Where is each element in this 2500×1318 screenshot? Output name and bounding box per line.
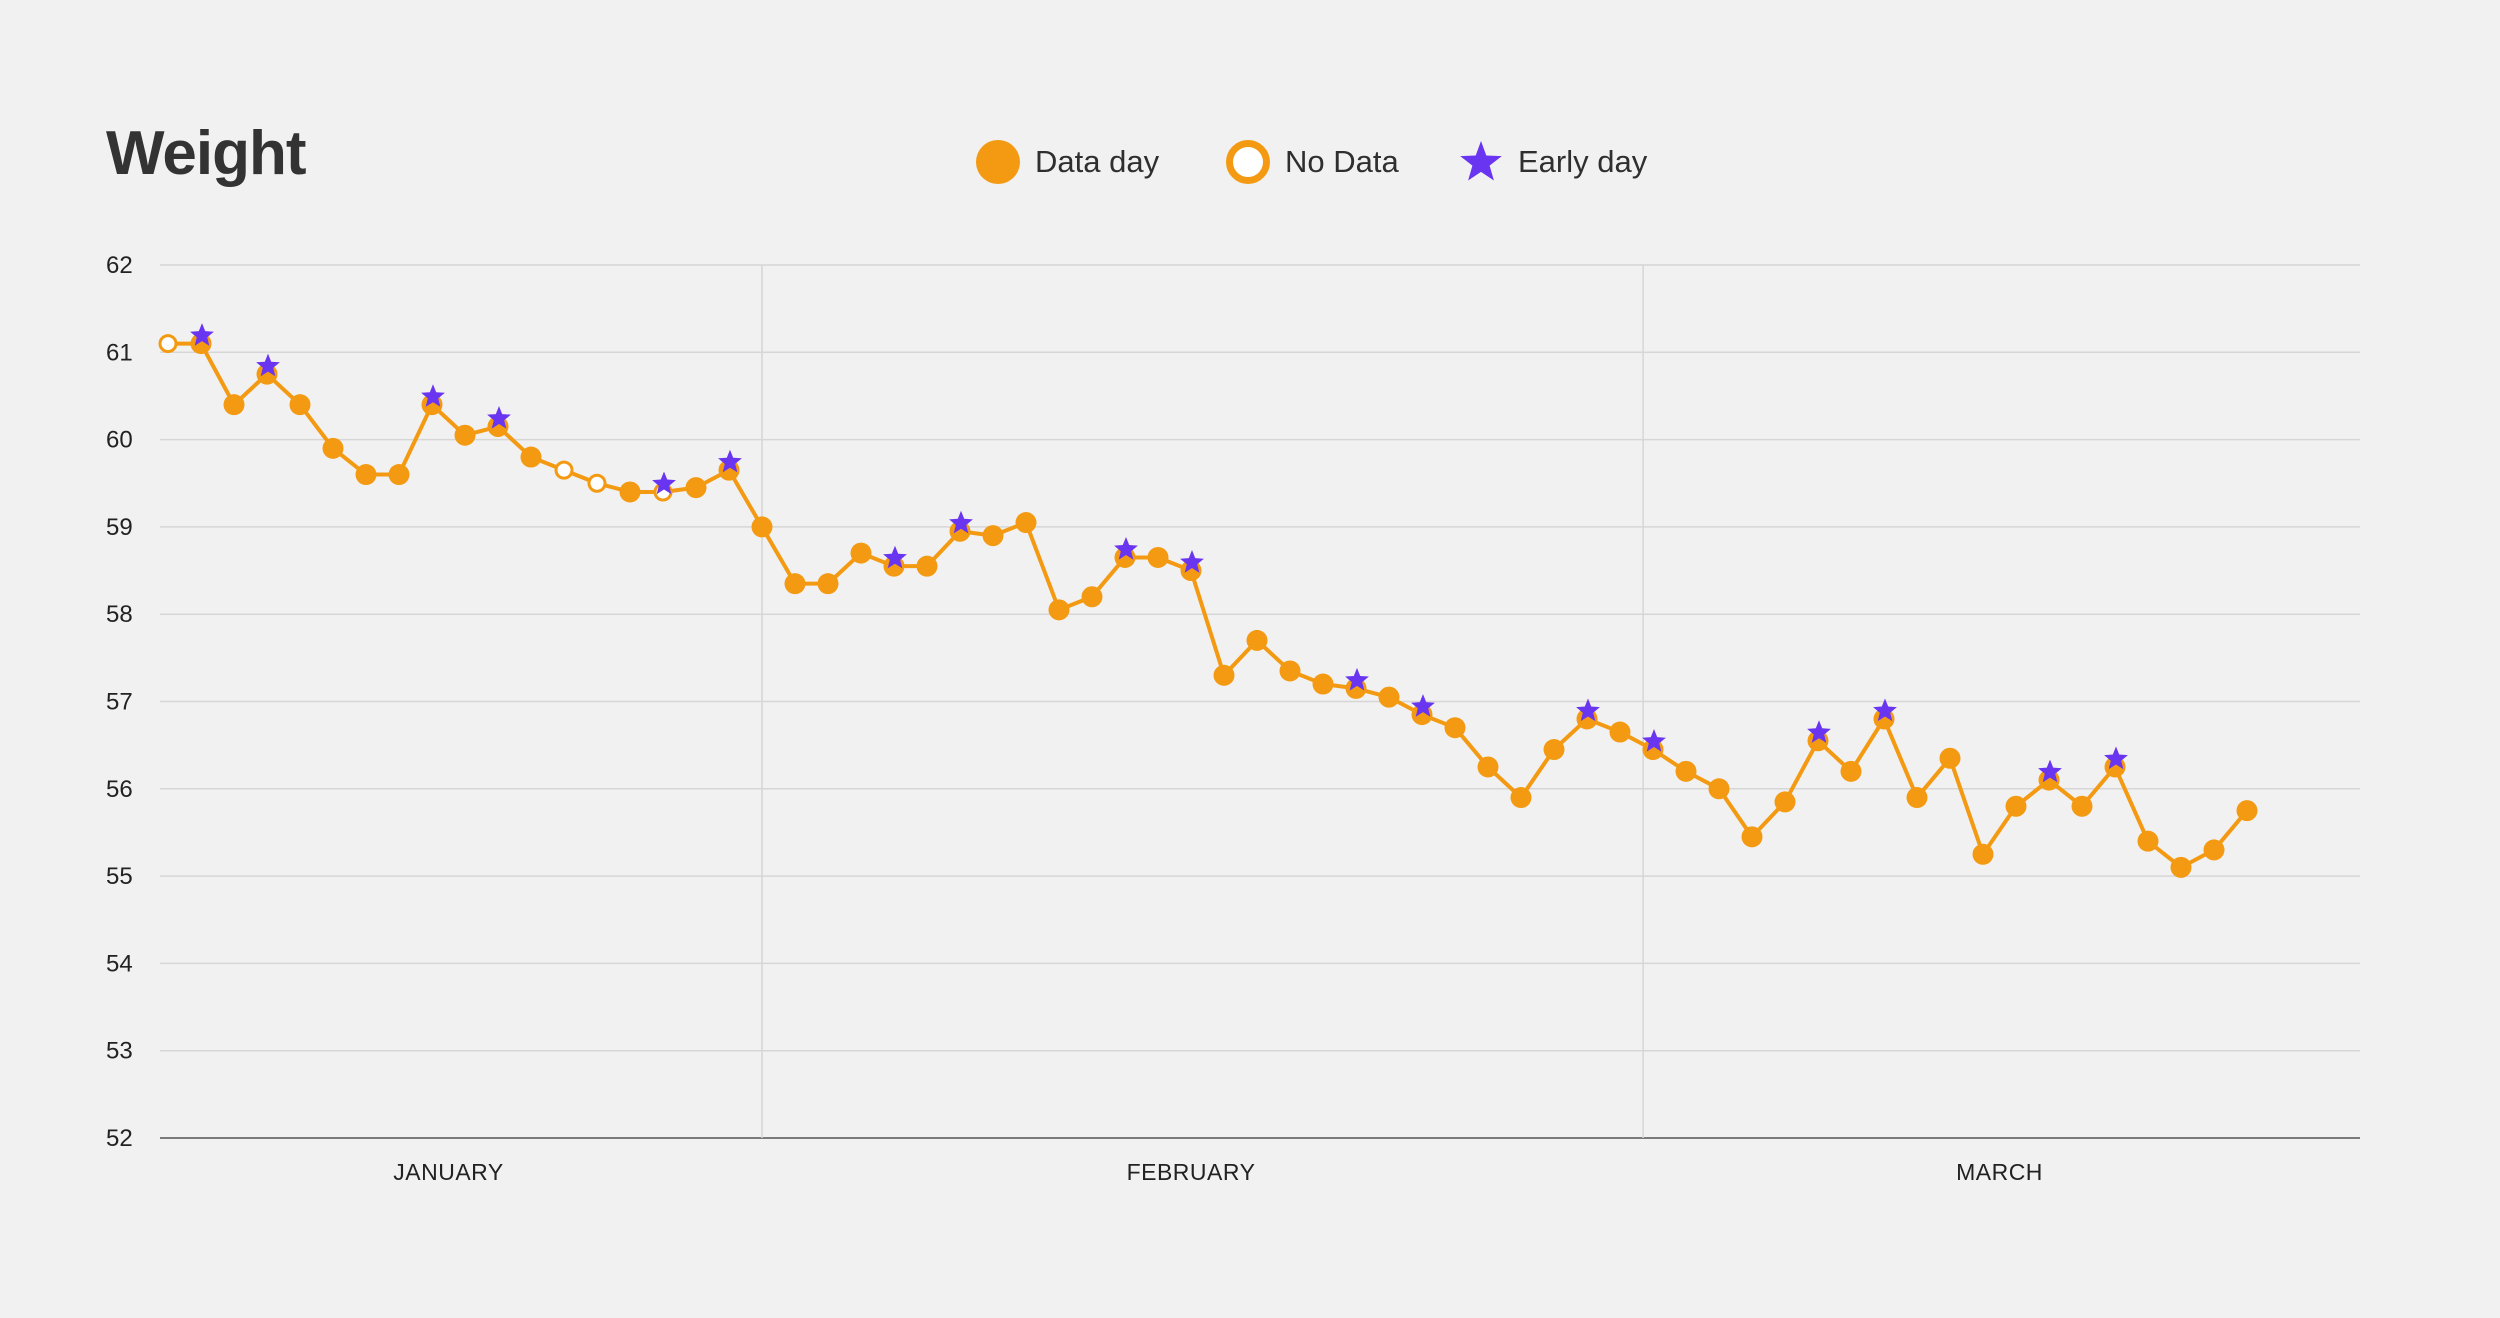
early-day-star — [421, 384, 445, 407]
early-day-star — [487, 406, 511, 429]
data-day-point — [1015, 512, 1037, 534]
data-day-point — [1741, 826, 1763, 848]
no-data-point — [554, 460, 574, 480]
early-day-star — [652, 471, 676, 495]
data-day-point — [850, 542, 872, 564]
data-points — [158, 333, 2258, 878]
data-day-point — [388, 464, 410, 486]
grid-lines — [160, 264, 2360, 1139]
data-day-point — [322, 437, 344, 459]
data-day-point — [2005, 795, 2027, 817]
data-day-point — [1213, 664, 1235, 686]
y-tick-label: 53 — [106, 1038, 133, 1065]
y-tick-label: 60 — [106, 427, 133, 454]
data-day-point — [520, 446, 542, 468]
data-day-point — [784, 573, 806, 595]
early-day-star — [1345, 667, 1369, 691]
data-day-point — [1708, 778, 1730, 800]
y-tick-label: 56 — [106, 776, 133, 803]
data-day-point — [2137, 830, 2159, 852]
data-day-point — [2203, 839, 2225, 861]
data-day-point — [1840, 760, 1862, 782]
data-day-point — [685, 477, 707, 499]
data-day-point — [1939, 747, 1961, 769]
data-day-point — [1510, 787, 1532, 809]
x-tick-label: MARCH — [1956, 1159, 2043, 1185]
data-day-point — [1543, 739, 1565, 761]
x-tick-label: JANUARY — [393, 1159, 503, 1185]
legend-item-early-day: Early day — [1458, 138, 1647, 186]
early-day-star — [2104, 746, 2128, 770]
early-day-star — [1180, 550, 1204, 573]
early-day-star — [2038, 759, 2062, 783]
data-day-point — [1081, 586, 1103, 608]
y-tick-label: 54 — [106, 950, 133, 977]
y-tick-label: 59 — [106, 514, 133, 541]
early-day-stars — [190, 323, 2128, 783]
weight-line — [168, 341, 2249, 870]
early-day-star — [1411, 694, 1435, 717]
early-day-star — [1807, 720, 1831, 743]
early-day-star — [1576, 698, 1600, 722]
legend-item-data-day: Data day — [975, 138, 1159, 186]
y-tick-label: 52 — [106, 1125, 133, 1152]
hollow-circle-icon — [1226, 140, 1270, 184]
data-day-point — [1378, 686, 1400, 708]
y-tick-label: 62 — [106, 252, 133, 279]
data-day-point — [817, 573, 839, 595]
filled-circle-icon — [976, 140, 1020, 184]
early-day-star — [1114, 537, 1138, 560]
data-day-point — [1609, 721, 1631, 743]
legend-label-data-day: Data day — [1035, 144, 1160, 179]
data-day-point — [1147, 546, 1169, 568]
data-day-point — [355, 464, 377, 486]
legend-item-no-data: No Data — [1225, 138, 1399, 186]
data-day-point — [1906, 787, 1928, 809]
data-day-point — [619, 481, 641, 503]
chart-title: Weight — [106, 119, 306, 188]
y-axis-ticks: 52 53 54 55 56 57 58 59 60 61 62 — [106, 252, 133, 1152]
star-icon — [1460, 141, 1502, 181]
data-day-point — [1774, 791, 1796, 813]
data-day-point — [982, 525, 1004, 547]
early-day-star — [1873, 698, 1897, 722]
early-day-star — [190, 323, 214, 346]
x-tick-label: FEBRUARY — [1127, 1159, 1256, 1185]
data-day-point — [1444, 717, 1466, 739]
early-day-star — [256, 353, 280, 377]
early-day-star — [1642, 729, 1666, 752]
data-day-point — [1477, 756, 1499, 778]
data-day-point — [1675, 760, 1697, 782]
data-day-point — [1246, 629, 1268, 651]
series-line — [168, 341, 2249, 870]
data-day-point — [289, 394, 311, 416]
y-tick-label: 55 — [106, 863, 133, 890]
data-day-point — [916, 555, 938, 577]
data-day-point — [1048, 599, 1070, 621]
data-day-point — [223, 394, 245, 416]
y-tick-label: 61 — [106, 339, 133, 366]
data-day-point — [2071, 795, 2093, 817]
data-day-point — [1972, 843, 1994, 865]
data-day-point — [751, 516, 773, 538]
x-axis-month-labels: JANUARY FEBRUARY MARCH — [393, 1159, 2043, 1185]
data-day-point — [454, 424, 476, 446]
early-day-star — [949, 510, 973, 534]
y-tick-label: 58 — [106, 601, 133, 628]
data-day-point — [1279, 660, 1301, 682]
early-day-star — [883, 545, 907, 569]
data-day-point — [1312, 673, 1334, 695]
early-day-star — [718, 449, 742, 473]
legend-label-early-day: Early day — [1518, 144, 1648, 179]
legend-label-no-data: No Data — [1285, 144, 1399, 179]
data-day-point — [2236, 800, 2258, 822]
data-day-point — [2170, 856, 2192, 878]
y-tick-label: 57 — [106, 689, 133, 716]
no-data-point — [158, 334, 178, 354]
no-data-point — [587, 473, 607, 493]
